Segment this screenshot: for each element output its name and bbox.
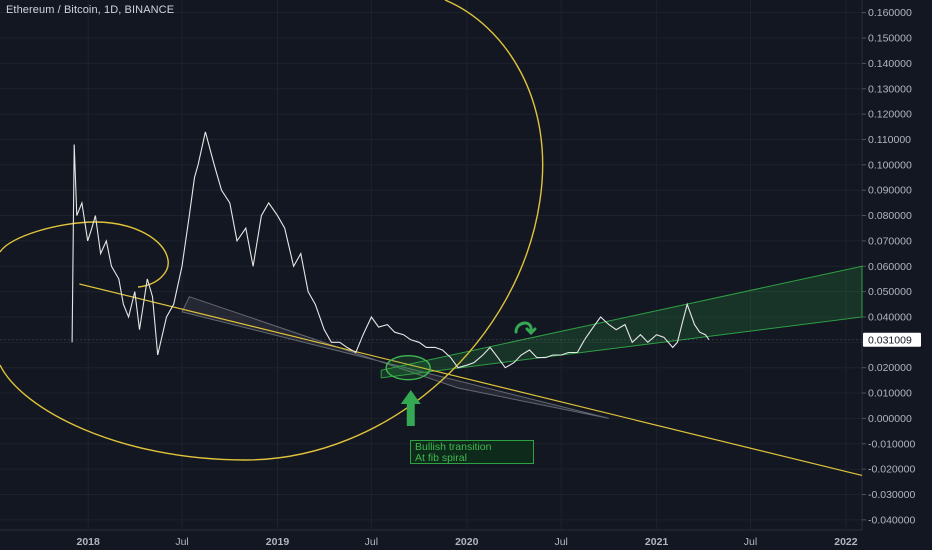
x-tick-label: 2018 (76, 536, 100, 548)
annotation-line-2: At fib spiral (415, 452, 467, 464)
y-tick-label: 0.050000 (868, 286, 912, 298)
y-tick-label: -0.030000 (868, 489, 915, 501)
x-tick-label: 2020 (455, 536, 479, 548)
fib-spiral (0, 0, 544, 461)
y-tick-label: 0.160000 (868, 7, 912, 19)
last-price-tag (863, 332, 921, 347)
descending-wedge (181, 296, 610, 419)
y-tick-label: 0.150000 (868, 33, 912, 45)
ascending-channel (380, 265, 863, 379)
y-tick-label: -0.040000 (868, 514, 915, 526)
y-tick-label: 0.080000 (868, 210, 912, 222)
y-tick-label: 0.020000 (868, 362, 912, 374)
x-tick-label: 2021 (645, 536, 669, 548)
y-tick-label: 0.090000 (868, 185, 912, 197)
y-tick-label: 0.140000 (868, 58, 912, 70)
x-tick-label: Jul (554, 536, 567, 548)
chart-title: Ethereum / Bitcoin, 1D, BINANCE (6, 4, 175, 16)
y-tick-label: 0.060000 (868, 261, 912, 273)
y-tick-label: 0.120000 (868, 109, 912, 121)
x-tick-label: 2019 (266, 536, 290, 548)
transition-highlight-circle (385, 355, 431, 381)
y-tick-label: 0.010000 (868, 388, 912, 400)
x-tick-label: 2022 (834, 536, 858, 548)
y-tick-label: 0.070000 (868, 235, 912, 247)
up-arrow-icon (400, 390, 421, 426)
x-tick-label: Jul (175, 536, 188, 548)
y-tick-label: 0.100000 (868, 159, 912, 171)
y-tick-label: 0.040000 (868, 311, 912, 323)
last-price-label: 0.031009 (868, 334, 912, 346)
price-series-line (71, 131, 710, 369)
x-tick-label: Jul (744, 536, 757, 548)
y-tick-label: 0.130000 (868, 83, 912, 95)
annotation-line-1: Bullish transition (415, 441, 492, 453)
y-tick-label: -0.020000 (868, 464, 915, 476)
x-tick-label: Jul (365, 536, 378, 548)
y-tick-label: 0.110000 (868, 134, 911, 146)
annotation-box[interactable]: Bullish transition At fib spiral (410, 440, 534, 464)
curved-arrow-icon (514, 321, 537, 336)
descending-trendline (79, 283, 863, 477)
y-tick-label: -0.010000 (868, 438, 915, 450)
y-tick-label: 0.000000 (868, 413, 912, 425)
